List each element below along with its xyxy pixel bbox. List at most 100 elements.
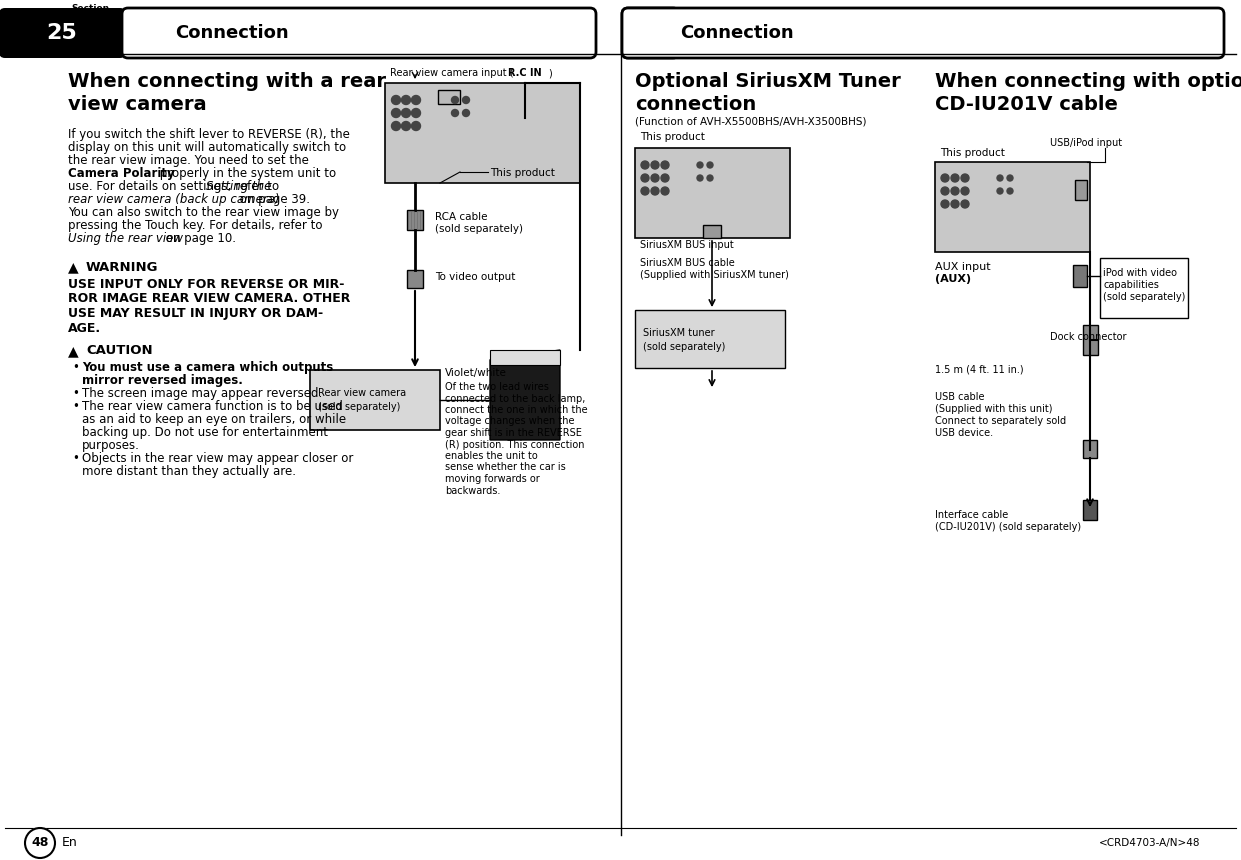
Text: Optional SiriusXM Tuner
connection: Optional SiriusXM Tuner connection	[635, 72, 901, 114]
Text: enables the unit to: enables the unit to	[446, 451, 537, 461]
Text: Using the rear view: Using the rear view	[68, 232, 182, 245]
Circle shape	[997, 175, 1003, 181]
Circle shape	[452, 109, 458, 116]
Circle shape	[961, 200, 969, 208]
Text: ): )	[549, 68, 552, 78]
Text: •: •	[72, 400, 79, 413]
Text: (CD-IU201V) (sold separately): (CD-IU201V) (sold separately)	[934, 522, 1081, 532]
Text: connect the one in which the: connect the one in which the	[446, 405, 588, 415]
Text: ROR IMAGE REAR VIEW CAMERA. OTHER: ROR IMAGE REAR VIEW CAMERA. OTHER	[68, 292, 350, 305]
Circle shape	[951, 200, 959, 208]
Text: Objects in the rear view may appear closer or: Objects in the rear view may appear clos…	[82, 452, 354, 464]
Text: To video output: To video output	[436, 272, 515, 282]
Text: 1.5 m (4 ft. 11 in.): 1.5 m (4 ft. 11 in.)	[934, 365, 1024, 375]
Circle shape	[391, 95, 401, 105]
Text: on page 39.: on page 39.	[236, 193, 310, 206]
Text: iPod with video: iPod with video	[1103, 268, 1176, 278]
Circle shape	[391, 121, 401, 131]
Circle shape	[391, 108, 401, 118]
Text: (Function of AVH-X5500BHS/AVH-X3500BHS): (Function of AVH-X5500BHS/AVH-X3500BHS)	[635, 116, 866, 126]
Bar	[1100, 258, 1188, 318]
Text: backwards.: backwards.	[446, 486, 500, 495]
Text: USB/iPod input: USB/iPod input	[1050, 138, 1122, 148]
Text: En: En	[62, 837, 78, 850]
Bar	[1083, 440, 1097, 458]
Text: SiriusXM tuner: SiriusXM tuner	[643, 328, 715, 338]
Text: If you switch the shift lever to REVERSE (R), the: If you switch the shift lever to REVERSE…	[68, 128, 350, 141]
Text: RCA cable: RCA cable	[436, 212, 488, 222]
Circle shape	[661, 187, 669, 195]
Circle shape	[412, 95, 421, 105]
Text: (Supplied with this unit): (Supplied with this unit)	[934, 404, 1052, 414]
Circle shape	[402, 95, 411, 105]
Circle shape	[412, 108, 421, 118]
Text: (sold separately): (sold separately)	[318, 402, 401, 412]
FancyBboxPatch shape	[0, 8, 127, 58]
Text: capabilities: capabilities	[1103, 280, 1159, 290]
Circle shape	[707, 162, 714, 168]
Circle shape	[661, 174, 669, 182]
Text: (R) position. This connection: (R) position. This connection	[446, 439, 585, 450]
Text: •: •	[72, 387, 79, 400]
Text: When connecting with optional
CD-IU201V cable: When connecting with optional CD-IU201V …	[934, 72, 1241, 114]
Text: USB device.: USB device.	[934, 428, 993, 438]
Circle shape	[1006, 175, 1013, 181]
Text: The rear view camera function is to be used: The rear view camera function is to be u…	[82, 400, 343, 413]
Circle shape	[707, 175, 714, 181]
Text: Interface cable: Interface cable	[934, 510, 1008, 520]
FancyBboxPatch shape	[622, 8, 1224, 58]
Text: You can also switch to the rear view image by: You can also switch to the rear view ima…	[68, 206, 339, 219]
Text: This product: This product	[640, 132, 705, 142]
Text: USE MAY RESULT IN INJURY OR DAM-: USE MAY RESULT IN INJURY OR DAM-	[68, 307, 323, 321]
Circle shape	[941, 187, 949, 195]
Text: SiriusXM BUS cable: SiriusXM BUS cable	[640, 258, 735, 268]
Circle shape	[697, 162, 702, 168]
Text: Setting the: Setting the	[206, 180, 272, 193]
Bar	[407, 210, 423, 230]
Bar	[385, 83, 580, 183]
Circle shape	[463, 96, 469, 103]
Text: mirror reversed images.: mirror reversed images.	[82, 374, 243, 387]
Text: Rear view camera: Rear view camera	[318, 388, 406, 398]
Text: on page 10.: on page 10.	[163, 232, 236, 245]
Circle shape	[997, 188, 1003, 194]
Bar	[1075, 180, 1087, 200]
Text: •: •	[72, 360, 79, 374]
Text: display on this unit will automatically switch to: display on this unit will automatically …	[68, 141, 346, 154]
Text: connected to the back lamp,: connected to the back lamp,	[446, 394, 586, 403]
Circle shape	[951, 187, 959, 195]
Text: the rear view image. You need to set the: the rear view image. You need to set the	[68, 154, 309, 167]
Bar	[934, 162, 1090, 252]
Circle shape	[452, 96, 458, 103]
Circle shape	[941, 174, 949, 182]
Text: You must use a camera which outputs: You must use a camera which outputs	[82, 360, 334, 374]
Polygon shape	[490, 350, 560, 440]
Text: Camera Polarity: Camera Polarity	[68, 167, 175, 180]
Text: pressing the Touch key. For details, refer to: pressing the Touch key. For details, ref…	[68, 219, 323, 232]
Text: moving forwards or: moving forwards or	[446, 474, 540, 484]
Text: This product: This product	[939, 148, 1005, 158]
Text: CAUTION: CAUTION	[86, 344, 153, 357]
Text: AUX input: AUX input	[934, 262, 990, 272]
Text: The screen image may appear reversed.: The screen image may appear reversed.	[82, 387, 323, 400]
Text: Dock connector: Dock connector	[1050, 332, 1127, 342]
Text: ▲: ▲	[68, 261, 78, 274]
Circle shape	[402, 108, 411, 118]
Bar	[407, 270, 423, 288]
Text: When connecting with a rear
view camera: When connecting with a rear view camera	[68, 72, 386, 114]
Circle shape	[941, 200, 949, 208]
Circle shape	[652, 187, 659, 195]
Text: (sold separately): (sold separately)	[643, 342, 726, 352]
Bar	[1073, 265, 1087, 287]
Bar	[438, 90, 460, 104]
Bar	[1083, 500, 1097, 520]
Text: Violet/white: Violet/white	[446, 368, 506, 378]
Circle shape	[402, 121, 411, 131]
Text: as an aid to keep an eye on trailers, or while: as an aid to keep an eye on trailers, or…	[82, 413, 346, 426]
Bar	[490, 350, 560, 365]
Text: (sold separately): (sold separately)	[436, 224, 522, 234]
Text: Of the two lead wires: Of the two lead wires	[446, 382, 549, 392]
Text: (AUX): (AUX)	[934, 274, 972, 284]
Text: purposes.: purposes.	[82, 439, 140, 452]
Circle shape	[951, 174, 959, 182]
